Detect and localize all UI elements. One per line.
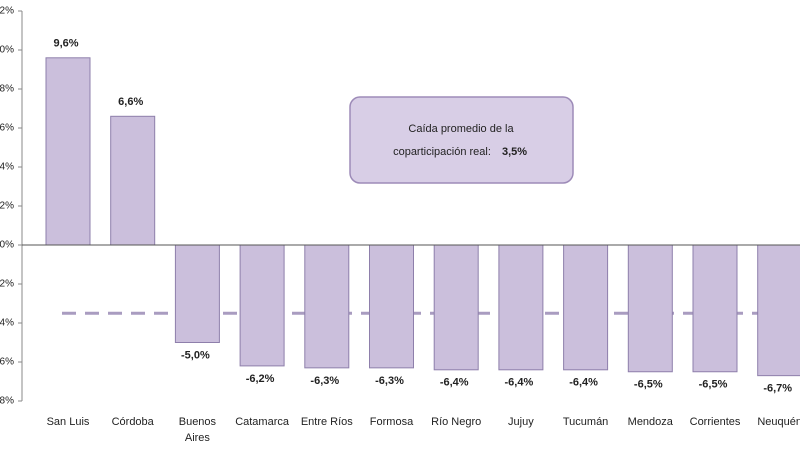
y-tick-label: -6% (0, 357, 14, 368)
x-tick-label: Formosa (370, 416, 414, 428)
value-label: -6,3% (375, 375, 404, 387)
x-tick-label: Neuquén (757, 416, 800, 428)
y-tick-label: 2% (0, 201, 14, 212)
bar (757, 244, 800, 377)
bar (174, 244, 220, 343)
value-label: -6,4% (505, 377, 534, 389)
value-label: -6,7% (763, 383, 792, 395)
bar (239, 244, 285, 367)
value-label: -5,0% (181, 349, 210, 361)
y-tick-label: 8% (0, 84, 14, 95)
bar (433, 244, 479, 371)
value-label: 6,6% (118, 96, 143, 108)
annotation-text: Caída promedio de la (408, 123, 514, 135)
bar (692, 244, 738, 373)
annotation-box (349, 96, 574, 184)
y-tick-label: 6% (0, 123, 14, 134)
y-tick-label: -8% (0, 396, 14, 407)
bar (304, 244, 350, 369)
x-tick-label: Entre Ríos (301, 416, 353, 428)
y-tick-label: -2% (0, 279, 14, 290)
y-tick-label: 12% (0, 6, 14, 17)
value-label: -6,4% (440, 377, 469, 389)
value-label: -6,5% (699, 379, 728, 391)
value-label: -6,4% (569, 377, 598, 389)
bar (627, 244, 673, 373)
bar (110, 115, 156, 246)
y-tick-label: -4% (0, 318, 14, 329)
annotation-value: 3,5% (502, 146, 527, 158)
value-label: -6,3% (310, 375, 339, 387)
x-tick-label: Córdoba (112, 416, 155, 428)
x-tick-label: Corrientes (690, 416, 741, 428)
bar (498, 244, 544, 371)
x-tick-label: Buenos Aires (179, 416, 217, 444)
value-label: -6,2% (246, 373, 275, 385)
x-tick-label: Mendoza (628, 416, 674, 428)
bar (45, 57, 91, 246)
y-tick-label: 4% (0, 162, 14, 173)
bar (369, 244, 414, 369)
x-tick-label: San Luis (47, 416, 90, 428)
x-tick-label: Tucumán (563, 416, 608, 428)
x-tick-label: Catamarca (235, 416, 290, 428)
x-tick-label: Jujuy (508, 416, 534, 428)
y-tick-label: 10% (0, 45, 14, 56)
annotation-text: coparticipación real: (393, 146, 491, 158)
bar (563, 244, 609, 371)
value-label: 9,6% (53, 38, 78, 50)
y-tick-label: 0% (0, 240, 14, 251)
value-label: -6,5% (634, 379, 663, 391)
x-tick-label: Río Negro (431, 416, 481, 428)
